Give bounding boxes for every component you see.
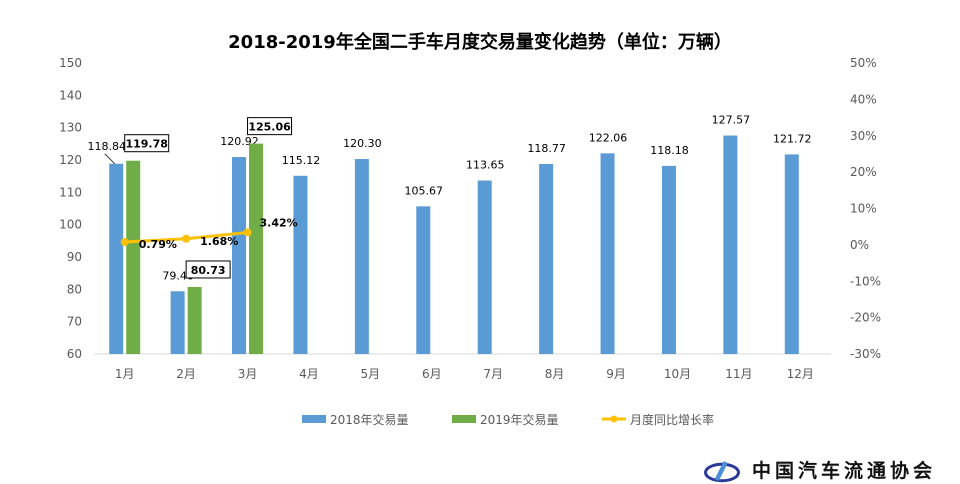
leader-line <box>104 153 116 165</box>
legend-label: 2018年交易量 <box>330 412 409 427</box>
legend-swatch-icon <box>302 415 326 423</box>
data-label-2018: 118.18 <box>650 144 689 157</box>
bar-2018 <box>232 157 247 354</box>
y2-tick-label: -20% <box>850 311 881 325</box>
bar-2018 <box>354 159 369 354</box>
y2-tick-label: 30% <box>850 129 877 143</box>
bar-2019 <box>249 143 264 354</box>
logo-emblem-icon <box>704 460 740 483</box>
data-label-2018: 120.30 <box>343 137 382 150</box>
growth-rate-label: 0.79% <box>139 238 177 251</box>
chart-title: 2018-2019年全国二手车月度交易量变化趋势（单位：万辆） <box>228 31 732 53</box>
legend-label: 月度同比增长率 <box>630 412 714 427</box>
bar-2019 <box>187 286 202 354</box>
data-label-2018: 118.84 <box>87 140 126 153</box>
x-tick-label: 6月 <box>422 367 442 381</box>
x-tick-label: 8月 <box>545 367 565 381</box>
x-tick-label: 12月 <box>787 367 814 381</box>
bar-2018 <box>539 163 554 354</box>
x-tick-label: 10月 <box>664 367 691 381</box>
y-tick-label: 90 <box>67 250 82 264</box>
data-label-2018: 121.72 <box>773 132 812 145</box>
growth-rate-label: 3.42% <box>260 216 298 229</box>
y-tick-label: 100 <box>59 218 82 232</box>
data-label-box <box>247 117 293 136</box>
y-tick-label: 70 <box>67 315 82 329</box>
bar-2019 <box>126 160 141 354</box>
y2-tick-label: -30% <box>850 347 881 361</box>
data-label-2018: 127.57 <box>712 114 751 127</box>
data-label-box <box>185 260 231 279</box>
y-tick-label: 150 <box>59 56 82 70</box>
bar-2018 <box>477 180 492 354</box>
bar-2018 <box>661 165 676 354</box>
bar-2018 <box>723 135 738 354</box>
y-tick-label: 80 <box>67 282 82 296</box>
bar-2018 <box>293 175 308 354</box>
data-label-2019: 119.78 <box>125 138 167 151</box>
data-label-2018: 115.12 <box>282 154 321 167</box>
data-label-2018: 118.77 <box>527 142 566 155</box>
data-label-2018: 122.06 <box>589 131 628 144</box>
y2-tick-label: 40% <box>850 92 877 106</box>
y-tick-label: 60 <box>67 347 82 361</box>
data-label-2018: 113.65 <box>466 159 505 172</box>
x-tick-label: 4月 <box>299 367 319 381</box>
growth-rate-point <box>120 238 129 247</box>
bar-2018 <box>416 206 431 354</box>
data-label-2019: 80.73 <box>191 264 226 277</box>
y-tick-label: 140 <box>59 88 82 102</box>
data-label-2019: 125.06 <box>248 121 291 134</box>
data-label-box <box>124 134 170 153</box>
y2-tick-label: -10% <box>850 274 881 288</box>
x-tick-label: 5月 <box>361 367 381 381</box>
logo: 中国汽车流通协会 <box>700 459 936 483</box>
y2-tick-label: 20% <box>850 165 877 179</box>
growth-rate-point <box>182 234 191 243</box>
x-tick-label: 9月 <box>606 367 626 381</box>
y2-tick-label: 0% <box>850 238 869 252</box>
y-tick-label: 110 <box>59 185 82 199</box>
y2-tick-label: 10% <box>850 202 877 216</box>
y-tick-label: 130 <box>59 121 82 135</box>
legend-swatch-icon <box>452 415 476 423</box>
growth-rate-label: 1.68% <box>200 235 238 248</box>
x-tick-label: 2月 <box>176 367 196 381</box>
legend-label: 2019年交易量 <box>480 412 559 427</box>
x-tick-label: 3月 <box>238 367 258 381</box>
y2-tick-label: 50% <box>850 56 877 70</box>
bar-2018 <box>784 154 799 354</box>
bar-2018 <box>109 163 124 354</box>
legend-marker-icon <box>610 415 618 423</box>
growth-rate-point <box>243 228 252 237</box>
logo-text: 中国汽车流通协会 <box>752 460 937 482</box>
x-tick-label: 7月 <box>483 367 503 381</box>
y-tick-label: 120 <box>59 153 82 167</box>
x-tick-label: 11月 <box>725 367 752 381</box>
x-tick-label: 1月 <box>115 367 135 381</box>
bar-2018 <box>600 153 615 354</box>
bar-2018 <box>170 291 185 354</box>
data-label-2018: 105.67 <box>405 184 444 197</box>
